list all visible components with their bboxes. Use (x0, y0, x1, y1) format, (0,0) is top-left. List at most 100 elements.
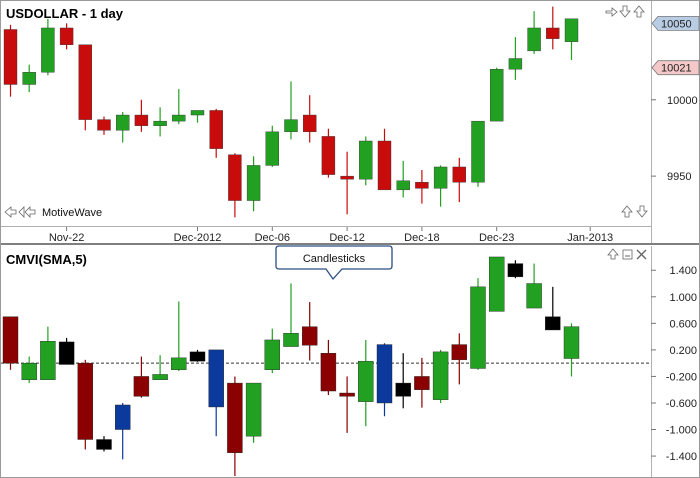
price-candle-body (452, 166, 466, 183)
price-candle (153, 107, 167, 137)
price-candle (97, 116, 111, 135)
indicator-candle-body (245, 382, 262, 437)
bottom-value-axis: -1.400 -1.000 -0.600 -0.200 0.200 0.600 1.000 1… (651, 265, 697, 463)
indicator-candle-body (171, 357, 187, 370)
price-candle (433, 165, 448, 207)
price-candle-body (546, 27, 560, 39)
price-candle-body (115, 114, 130, 131)
price-candle (22, 64, 36, 93)
indicator-candle-body (470, 286, 486, 369)
price-candle-body (284, 119, 298, 133)
top-price-axis: 9950 10000 (651, 95, 698, 183)
panel-move-up-icon[interactable] (607, 248, 619, 260)
watermark-label: MotiveWave (42, 207, 102, 219)
indicator-candle (470, 278, 486, 370)
price-candle (134, 99, 149, 132)
price-candle (564, 18, 579, 61)
indicator-candle-body (302, 326, 318, 346)
indicator-candle (245, 382, 262, 443)
indicator-candle (264, 328, 280, 374)
indicator-candle (96, 436, 112, 452)
indicator-candle-body (358, 360, 374, 402)
price-candle-body (22, 72, 36, 85)
panel-close-icon[interactable] (636, 249, 647, 260)
value-tick-label: 0.200 (669, 345, 697, 357)
indicator-candle-body (451, 344, 467, 361)
price-candle (377, 128, 392, 191)
value-tick-label: 0.600 (669, 318, 697, 330)
value-tick-label: 1.400 (669, 265, 697, 277)
indicator-candle (358, 339, 374, 427)
indicator-candle (507, 260, 524, 279)
indicator-candle-body (376, 344, 393, 404)
indicator-candle-body (563, 326, 580, 359)
indicator-candle-body (189, 351, 206, 362)
price-candle-body (359, 140, 373, 180)
price-tick-label: 9950 (667, 171, 691, 183)
price-candle-body (321, 136, 336, 175)
scroll-up-icon[interactable] (621, 205, 633, 218)
price-candle (115, 111, 130, 143)
price-candle (321, 128, 336, 178)
indicator-candle (451, 333, 467, 385)
price-candle (396, 160, 410, 198)
price-candle (41, 18, 55, 76)
price-candle-body (228, 154, 242, 201)
price-candle-body (59, 27, 74, 45)
indicator-candle (189, 349, 206, 362)
price-candle-body (527, 27, 541, 52)
indicator-candle (563, 323, 580, 377)
price-candle (415, 170, 429, 204)
indicator-candle (208, 349, 224, 437)
nav-left-icon[interactable] (4, 206, 17, 218)
panel-right-arrow-icon[interactable] (605, 7, 618, 17)
panel-down-arrow-icon[interactable] (619, 5, 631, 18)
time-tick-label: Dec-23 (479, 232, 514, 244)
indicator-candle-body (489, 256, 505, 312)
price-candle (452, 157, 466, 203)
price-candle-body (377, 140, 392, 191)
indicator-candle-body (58, 341, 75, 365)
price-tick-label: 10000 (667, 95, 698, 107)
price-candle (527, 11, 541, 54)
indicator-candle-body (21, 362, 37, 380)
nav-double-left-icon[interactable] (18, 206, 36, 218)
indicator-candle (489, 256, 505, 312)
indicator-candle (320, 339, 337, 396)
indicator-candle (526, 263, 542, 309)
panel-minimize-icon[interactable] (622, 249, 633, 260)
price-candle (546, 6, 560, 50)
indicator-candle (395, 353, 411, 409)
price-candle (78, 44, 93, 131)
indicator-candle (376, 343, 393, 417)
price-candle (172, 89, 186, 125)
price-candle-body (415, 182, 429, 189)
time-axis: Nov-22 Dec-2012 Dec-06 Dec-12 Dec-18 Dec-23 Ja… (49, 227, 613, 244)
price-candle (246, 156, 261, 212)
price-candle (471, 120, 485, 187)
price-tag: 10050 (651, 15, 700, 31)
price-tag-box (651, 15, 700, 31)
indicator-candle (2, 316, 19, 370)
price-candle-body (78, 44, 93, 120)
indicator-candle-body (2, 316, 19, 364)
time-tick-label: Dec-12 (329, 232, 364, 244)
price-candle (265, 125, 279, 167)
price-tag-box (651, 60, 700, 76)
indicator-candle-body (545, 316, 561, 331)
price-candle-body (564, 18, 579, 42)
price-candle (490, 67, 504, 122)
indicator-candle (283, 283, 299, 347)
indicator-candle (302, 302, 318, 361)
indicator-candle (133, 356, 150, 398)
indicator-candle (152, 355, 168, 380)
scroll-down-icon[interactable] (636, 205, 648, 218)
price-candle-body (153, 120, 167, 126)
panel-up-arrow-icon[interactable] (633, 5, 645, 18)
price-candle-body (396, 180, 410, 191)
indicator-candle (339, 376, 355, 433)
indicator-candle (77, 359, 94, 450)
price-candle-body (340, 175, 354, 180)
price-candle-body (303, 114, 317, 133)
